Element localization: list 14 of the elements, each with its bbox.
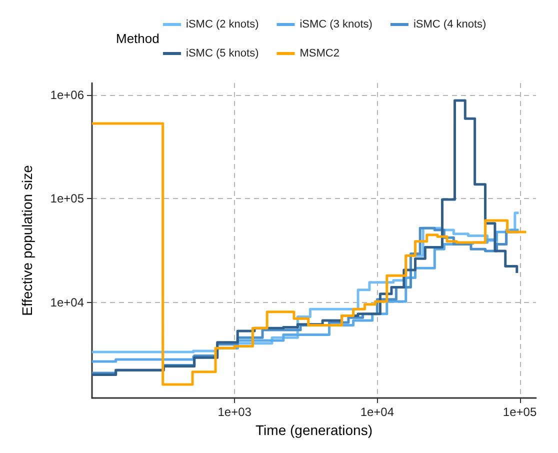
legend-label: iSMC (4 knots): [413, 18, 486, 30]
y-tick-label: 1e+04: [50, 295, 84, 310]
legend-label: iSMC (3 knots): [300, 18, 372, 30]
y-tick-label: 1e+05: [50, 192, 84, 206]
x-tick-label: 1e+04: [360, 405, 394, 419]
y-tick-label: 1e+06: [50, 88, 84, 102]
legend-label: iSMC (5 knots): [186, 48, 259, 60]
x-tick-label: 1e+03: [218, 405, 252, 419]
legend-label: iSMC (2 knots): [186, 18, 259, 30]
y-axis-title: Effective population size: [19, 164, 35, 316]
x-tick-label: 1e+05: [502, 405, 537, 419]
legend-label: MSMC2: [300, 48, 340, 60]
legend-title: Method: [116, 31, 160, 46]
x-axis-title: Time (generations): [256, 422, 372, 438]
